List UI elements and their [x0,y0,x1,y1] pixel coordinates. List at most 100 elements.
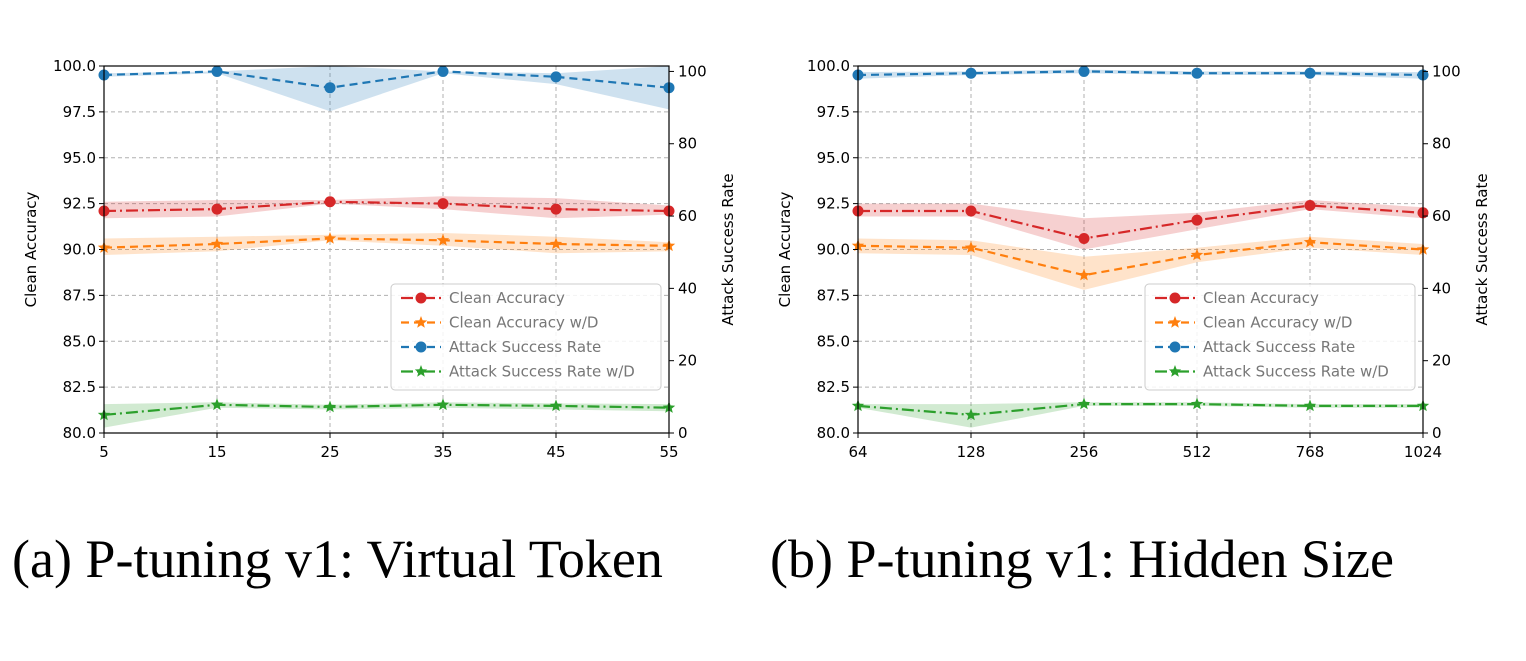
band-attack_success_rate [858,69,1423,79]
point-clean_accuracy [211,203,223,215]
point-clean_accuracy [1078,232,1090,244]
y-tick-label: 82.5 [63,378,96,396]
y-tick-label: 92.5 [817,195,850,213]
band-clean_accuracy [858,200,1423,250]
x-tick-label: 256 [1070,443,1099,461]
band-group [104,66,669,428]
series-line-clean_accuracy_wd [103,237,670,249]
legend-label: Attack Success Rate w/D [1203,363,1389,381]
y-tick-label: 80.0 [817,424,850,442]
y2-tick-label: 40 [678,279,697,297]
legend-label: Attack Success Rate [449,338,601,356]
line-group [97,65,676,421]
band-clean_accuracy_wd [858,236,1423,290]
legend-marker [414,316,428,328]
y-tick-label: 80.0 [63,424,96,442]
y-axis-label: Clean Accuracy [22,191,40,307]
legend: Clean Accuracy Clean Accuracy w/D Attack S… [390,283,662,391]
point-clean_accuracy [324,196,336,208]
legend-label: Clean Accuracy w/D [449,314,598,332]
point-attack_success_rate_wd [436,398,450,411]
band-attack_success_rate_wd [104,402,669,428]
y2-tick-label: 60 [1432,207,1451,225]
y2-tick-label: 80 [1432,135,1451,153]
point-attack_success_rate_wd [323,400,337,413]
legend-marker [1168,316,1182,328]
point-attack_success_rate [437,65,449,77]
x-tick-label: 5 [99,443,109,461]
point-clean_accuracy_wd [323,232,337,244]
band-attack_success_rate_wd [858,402,1423,428]
point-clean_accuracy [437,198,449,210]
point-attack_success_rate [965,67,977,79]
series-line-attack_success_rate_wd [103,403,670,416]
legend-marker [415,341,427,353]
x-tick-label: 128 [957,443,986,461]
point-clean_accuracy [550,203,562,215]
point-attack_success_rate_wd [964,408,978,421]
legend-label: Clean Accuracy [1203,289,1319,307]
y2-tick-label: 0 [678,424,688,442]
y-tick-label: 95.0 [63,149,96,167]
series-line-clean_accuracy [103,200,670,213]
x-tick-label: 45 [546,443,565,461]
y-tick-label: 97.5 [817,103,850,121]
x-tick-label: 64 [848,443,867,461]
x-tick-label: 35 [433,443,452,461]
x-tick-label: 25 [320,443,339,461]
point-clean_accuracy [1191,214,1203,226]
point-clean_accuracy_wd [964,241,978,253]
point-clean_accuracy [965,205,977,217]
y-tick-label: 90.0 [817,241,850,259]
point-attack_success_rate_wd [549,399,563,412]
chart-hidden-size: 80.0 82.5 85.0 87.5 90.0 92.5 95.0 97.5 100.0 0 20… [776,57,1491,461]
point-clean_accuracy_wd [436,233,450,246]
band-attack_success_rate [104,66,669,112]
band-group [858,69,1423,428]
band-clean_accuracy [104,196,669,219]
point-attack_success_rate [324,82,336,94]
legend-marker [1169,292,1181,304]
y-tick-label: 87.5 [817,286,850,304]
series-line-attack_success_rate [103,70,670,89]
x-tick-label: 1024 [1404,443,1442,461]
legend-marker [414,365,428,377]
legend-marker [1168,365,1182,377]
y-tick-label: 82.5 [817,378,850,396]
point-clean_accuracy_wd [549,237,563,250]
legend-marker [1169,341,1181,353]
x-tick-label: 512 [1183,443,1212,461]
point-attack_success_rate_wd [210,398,224,411]
y-tick-label: 95.0 [817,149,850,167]
y2-tick-label: 80 [678,135,697,153]
point-clean_accuracy_wd [1077,268,1091,281]
series-line-attack_success_rate_wd [857,403,1423,417]
y2-tick-label: 20 [678,352,697,370]
legend-label: Attack Success Rate [1203,338,1355,356]
point-attack_success_rate [1304,67,1316,79]
point-clean_accuracy_wd [1303,235,1317,248]
y2-tick-label: 20 [1432,352,1451,370]
y-axis-label: Clean Accuracy [776,191,794,307]
legend-box [390,283,662,391]
legend: Clean Accuracy Clean Accuracy w/D Attack S… [1144,283,1416,391]
caption-virtual-token: (a) P-tuning v1: Virtual Token [12,529,663,589]
x-tick-label: 768 [1296,443,1325,461]
y2-axis-label: Attack Success Rate [719,173,737,325]
point-attack_success_rate_wd [1077,397,1091,410]
y-tick-label: 85.0 [817,332,850,350]
legend-box [1144,283,1416,391]
series-line-clean_accuracy [858,204,1424,240]
point-attack_success_rate [550,71,562,83]
point-attack_success_rate [1191,67,1203,79]
legend-label: Clean Accuracy [449,289,565,307]
point-attack_success_rate_wd [1303,399,1317,412]
y2-tick-label: 100 [1432,62,1461,80]
y-tick-label: 85.0 [63,332,96,350]
series-line-attack_success_rate [857,70,1424,77]
y-tick-label: 92.5 [63,195,96,213]
y2-tick-label: 100 [678,62,707,80]
point-clean_accuracy_wd [210,237,224,250]
y2-tick-label: 60 [678,207,697,225]
